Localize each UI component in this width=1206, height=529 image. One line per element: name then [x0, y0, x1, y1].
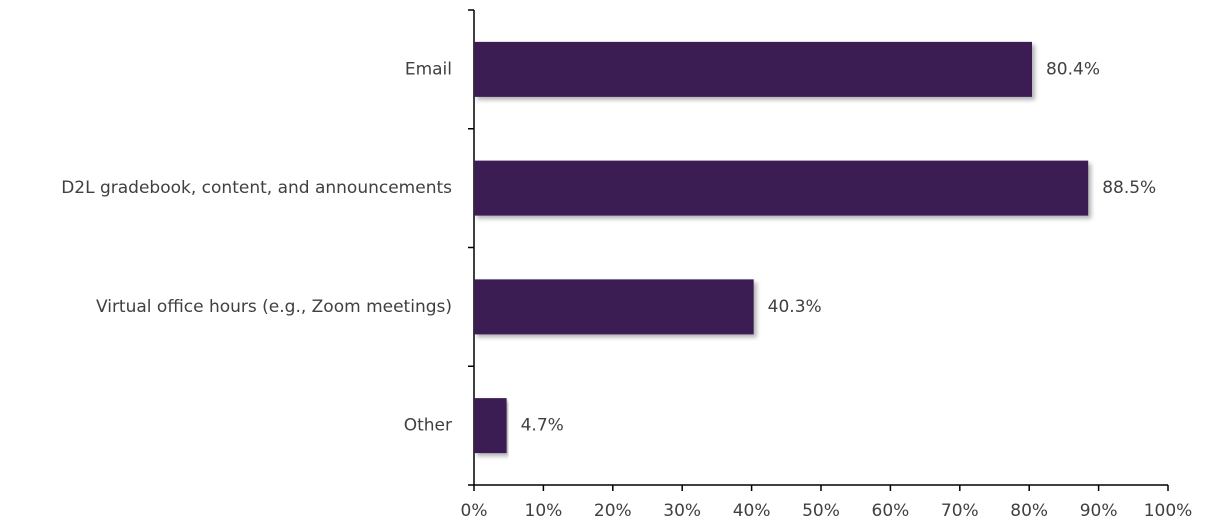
bar: [474, 398, 507, 454]
x-tick-label: 90%: [1080, 501, 1118, 521]
x-tick-label: 100%: [1144, 501, 1193, 521]
x-tick-label: 30%: [663, 501, 701, 521]
data-label: 88.5%: [1102, 178, 1156, 198]
data-label: 4.7%: [521, 416, 564, 436]
x-tick-label: 60%: [872, 501, 910, 521]
bar: [474, 279, 754, 335]
y-tick-label: Other: [404, 416, 452, 436]
x-tick-label: 50%: [802, 501, 840, 521]
data-label: 80.4%: [1046, 59, 1100, 79]
bar: [474, 41, 1032, 97]
bar: [474, 160, 1089, 216]
data-label: 40.3%: [768, 297, 822, 317]
x-tick-label: 40%: [733, 501, 771, 521]
x-tick-label: 20%: [594, 501, 632, 521]
x-tick-label: 0%: [461, 501, 488, 521]
x-tick-label: 70%: [941, 501, 979, 521]
y-tick-label: Email: [405, 59, 452, 79]
x-tick-label: 10%: [525, 501, 563, 521]
y-tick-label: Virtual office hours (e.g., Zoom meeting…: [96, 297, 452, 317]
y-tick-label: D2L gradebook, content, and announcement…: [61, 178, 452, 198]
x-tick-label: 80%: [1010, 501, 1048, 521]
